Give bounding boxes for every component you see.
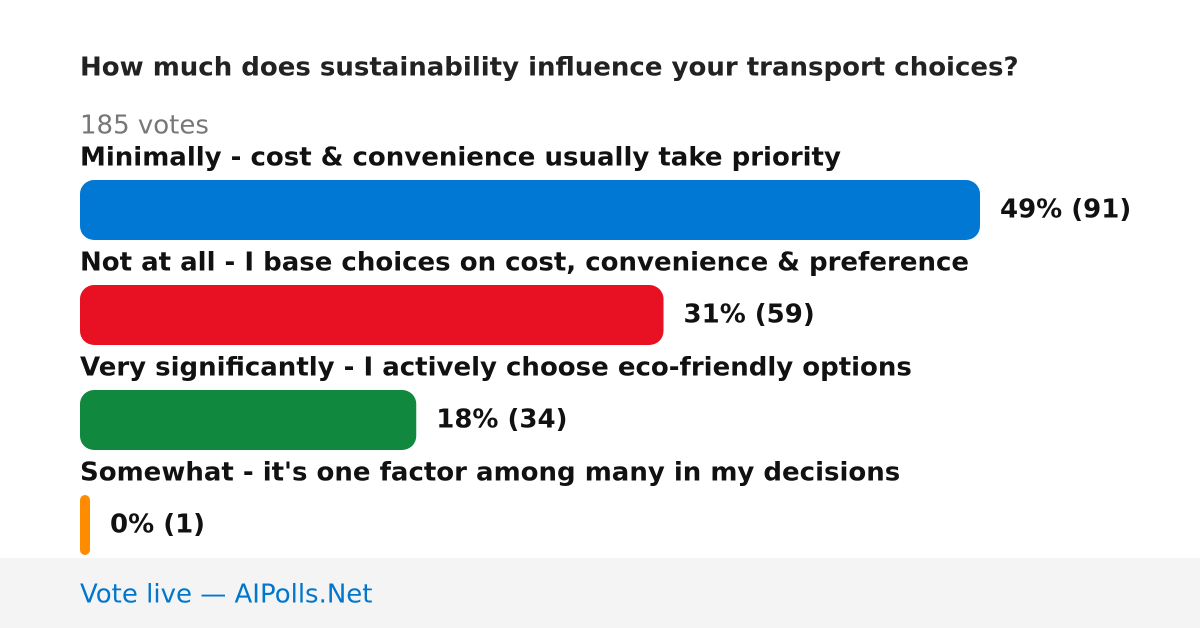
value-label: 31% (59)	[684, 300, 815, 330]
bar	[80, 495, 90, 555]
value-label: 0% (1)	[110, 510, 205, 540]
value-label: 18% (34)	[436, 405, 567, 435]
option-label: Very significantly - I actively choose e…	[80, 353, 912, 383]
option-label: Minimally - cost & convenience usually t…	[80, 143, 841, 173]
option-label: Somewhat - it's one factor among many in…	[80, 458, 900, 488]
poll-title: How much does sustainability influence y…	[80, 53, 1019, 83]
bar	[80, 285, 664, 345]
value-label: 49% (91)	[1000, 195, 1131, 225]
bar	[80, 390, 417, 450]
option-label: Not at all - I base choices on cost, con…	[80, 248, 969, 278]
vote-count: 185 votes	[80, 111, 209, 141]
footer-link[interactable]: Vote live — AIPolls.Net	[80, 580, 373, 610]
footer-band	[0, 558, 1200, 628]
bar	[80, 180, 980, 240]
